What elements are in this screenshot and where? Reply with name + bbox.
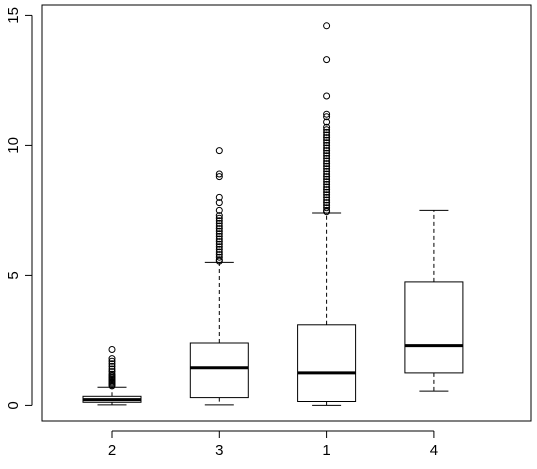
outlier-point	[323, 191, 331, 199]
outlier-point	[108, 362, 116, 370]
outlier-point	[323, 160, 331, 168]
outlier-point	[323, 178, 331, 186]
outlier-point	[215, 243, 223, 251]
outlier-point	[215, 170, 223, 178]
outlier-point	[323, 126, 331, 134]
plot-frame	[41, 4, 532, 422]
outlier-point	[108, 357, 116, 365]
outlier-point	[323, 113, 331, 121]
outlier-point	[215, 238, 223, 246]
outlier-point	[215, 235, 223, 243]
outlier-point	[323, 188, 331, 196]
boxes	[82, 22, 464, 406]
outlier-point	[215, 232, 223, 240]
box-group-4	[404, 209, 464, 392]
outlier-point	[323, 170, 331, 178]
box-group-1	[297, 22, 357, 406]
outlier-point	[215, 217, 223, 225]
outlier-point	[215, 230, 223, 238]
outlier-point	[323, 110, 331, 118]
outlier-point	[108, 365, 116, 373]
outlier-point	[323, 154, 331, 162]
outlier-point	[215, 245, 223, 253]
outlier-point	[323, 199, 331, 207]
outlier-point	[323, 139, 331, 147]
outlier-point	[108, 370, 116, 378]
outlier-point	[215, 214, 223, 222]
box-group-2	[82, 346, 142, 406]
outlier-point	[323, 204, 331, 212]
outlier-point	[323, 128, 331, 136]
outlier-point	[323, 167, 331, 175]
outlier-point	[215, 206, 223, 214]
box	[404, 281, 464, 374]
outlier-point	[323, 92, 331, 100]
box	[189, 342, 249, 399]
outlier-point	[215, 199, 223, 207]
x-tick-label: 2	[108, 442, 116, 459]
y-axis: 0 5 10 15	[5, 7, 33, 410]
outlier-point	[215, 227, 223, 235]
outlier-point	[215, 256, 223, 264]
outlier-point	[323, 173, 331, 181]
outlier-point	[215, 173, 223, 181]
outlier-point	[323, 144, 331, 152]
outlier-point	[323, 134, 331, 142]
outlier-point	[323, 22, 331, 30]
outlier-point	[323, 165, 331, 173]
outlier-point	[215, 193, 223, 201]
outlier-point	[108, 360, 116, 368]
outlier-point	[323, 147, 331, 155]
outlier-point	[215, 253, 223, 261]
y-tick-label: 15	[5, 7, 22, 24]
outlier-point	[323, 136, 331, 144]
y-tick-label: 5	[5, 271, 22, 279]
outlier-point	[323, 196, 331, 204]
outlier-point	[323, 186, 331, 194]
outlier-point	[323, 157, 331, 165]
outlier-point	[215, 251, 223, 259]
outlier-point	[323, 131, 331, 139]
outlier-point	[323, 206, 331, 214]
outlier-point	[323, 149, 331, 157]
outlier-point	[108, 368, 116, 376]
outlier-point	[108, 355, 116, 363]
outlier-point	[323, 118, 331, 126]
outlier-point	[215, 225, 223, 233]
outlier-point	[323, 152, 331, 160]
outlier-point	[215, 219, 223, 227]
outlier-point	[215, 240, 223, 248]
x-tick-label: 3	[215, 442, 223, 459]
outlier-point	[323, 183, 331, 191]
outlier-point	[108, 346, 116, 353]
outlier-point	[215, 147, 223, 155]
y-tick-label: 10	[5, 137, 22, 154]
box-group-3	[189, 147, 249, 406]
outlier-point	[323, 175, 331, 183]
x-tick-label: 1	[322, 442, 330, 459]
outlier-point	[323, 56, 331, 64]
outlier-point	[323, 123, 331, 131]
outlier-point	[323, 193, 331, 201]
outlier-point	[323, 141, 331, 149]
y-tick-label: 0	[5, 401, 22, 409]
outlier-point	[323, 162, 331, 170]
outlier-point	[215, 222, 223, 230]
outlier-point	[215, 248, 223, 256]
x-axis: 2 3 1 4	[108, 430, 438, 459]
box	[297, 324, 357, 402]
outlier-point	[323, 201, 331, 209]
outlier-point	[323, 180, 331, 188]
x-tick-label: 4	[430, 442, 438, 459]
outlier-point	[215, 212, 223, 220]
